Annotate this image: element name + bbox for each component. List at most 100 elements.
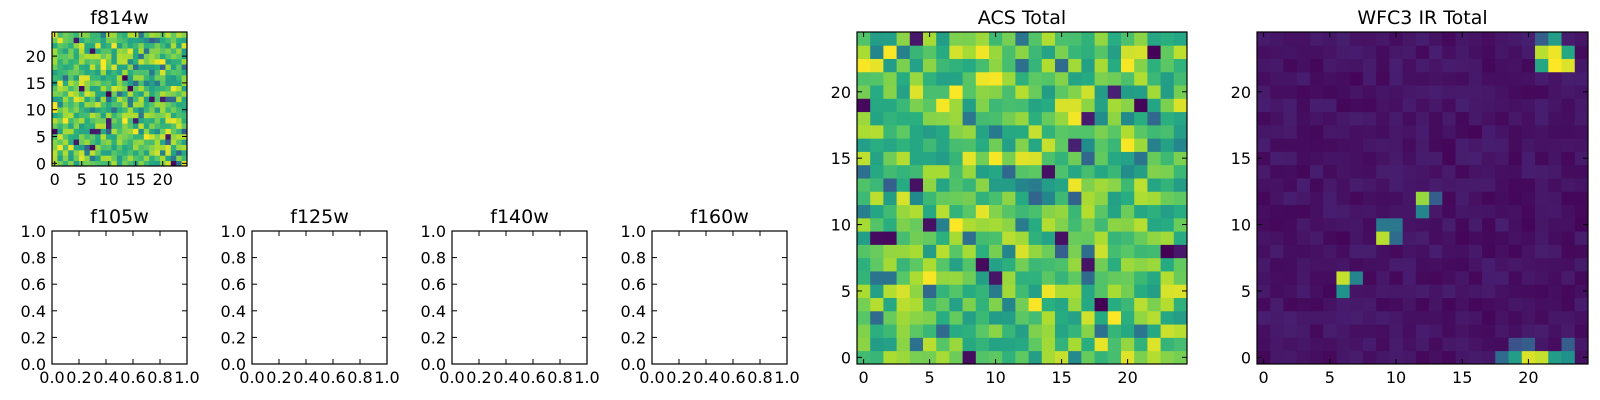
heatmap-cell bbox=[1107, 71, 1122, 86]
heatmap-cell bbox=[62, 117, 69, 124]
heatmap-cell bbox=[1257, 257, 1271, 272]
heatmap-cell bbox=[1147, 310, 1161, 325]
heatmap-cell bbox=[1574, 151, 1589, 166]
heatmap-cell bbox=[1349, 111, 1364, 126]
heatmap-cell bbox=[1041, 284, 1056, 298]
heatmap-cell bbox=[870, 85, 884, 99]
heatmap-cell bbox=[1173, 244, 1188, 259]
heatmap-cell bbox=[1002, 164, 1016, 179]
heatmap-cell bbox=[1508, 217, 1523, 232]
heatmap-cell bbox=[1389, 350, 1404, 365]
heatmap-cell bbox=[170, 85, 177, 92]
heatmap-cell bbox=[1270, 217, 1284, 232]
heatmap-cell bbox=[1561, 58, 1576, 73]
heatmap-cell bbox=[1028, 324, 1043, 338]
heatmap-cell bbox=[1402, 32, 1417, 46]
heatmap-cell bbox=[1521, 32, 1536, 46]
heatmap-cell bbox=[1107, 244, 1122, 259]
heatmap-cell bbox=[73, 74, 80, 81]
heatmap-cell bbox=[79, 112, 85, 119]
heatmap-cell bbox=[1535, 191, 1549, 206]
heatmap-cell bbox=[73, 85, 80, 92]
heatmap-cell bbox=[1349, 350, 1364, 365]
heatmap-cell bbox=[857, 244, 871, 259]
heatmap-cell bbox=[122, 155, 128, 162]
heatmap-cell bbox=[1468, 164, 1483, 179]
heatmap-cell bbox=[160, 74, 166, 81]
heatmap-cell bbox=[1336, 71, 1351, 86]
heatmap-cell bbox=[857, 124, 871, 139]
heatmap-cell bbox=[1574, 111, 1589, 126]
heatmap-cell bbox=[1429, 310, 1443, 325]
heatmap-cell bbox=[68, 128, 74, 135]
heatmap-cell bbox=[106, 80, 112, 86]
heatmap-cell bbox=[122, 149, 128, 156]
heatmap-cell bbox=[1015, 124, 1029, 139]
heatmap-cell bbox=[100, 74, 107, 81]
heatmap-cell bbox=[52, 128, 58, 135]
heatmap-cell bbox=[181, 74, 188, 81]
heatmap-cell bbox=[1521, 98, 1536, 113]
heatmap-cell bbox=[962, 191, 977, 206]
heatmap-cell bbox=[143, 74, 150, 81]
heatmap-cell bbox=[1121, 98, 1135, 113]
heatmap-cell bbox=[1402, 324, 1417, 338]
heatmap-cell bbox=[1270, 138, 1284, 152]
heatmap-cell bbox=[154, 144, 161, 151]
heatmap-cell bbox=[1068, 324, 1082, 338]
heatmap-cell bbox=[949, 310, 963, 325]
heatmap-cell bbox=[1323, 244, 1337, 259]
heatmap-cell bbox=[1389, 178, 1404, 192]
heatmap-cell bbox=[89, 74, 96, 81]
x-tick-label: 0.6 bbox=[120, 368, 145, 387]
heatmap-cell bbox=[1415, 178, 1430, 192]
heatmap-cell bbox=[1081, 244, 1095, 259]
x-tick-label: 10 bbox=[99, 170, 119, 189]
heatmap-cell bbox=[1055, 271, 1069, 285]
y-tick-label: 20 bbox=[26, 47, 46, 66]
heatmap-cell bbox=[89, 90, 96, 97]
heatmap-cell bbox=[1270, 111, 1284, 126]
heatmap-cell bbox=[138, 96, 145, 103]
heatmap-cell bbox=[116, 139, 123, 145]
heatmap-cell bbox=[989, 98, 1003, 113]
heatmap-cell bbox=[1134, 164, 1148, 179]
heatmap-cell bbox=[84, 133, 91, 140]
heatmap-cell bbox=[1147, 111, 1161, 126]
heatmap-cell bbox=[857, 164, 871, 179]
heatmap-cell bbox=[1121, 244, 1135, 259]
heatmap-cell bbox=[1028, 257, 1043, 272]
heatmap-cell bbox=[949, 337, 963, 352]
heatmap-cell bbox=[89, 112, 96, 119]
heatmap-cell bbox=[100, 117, 107, 124]
heatmap-cell bbox=[79, 90, 85, 97]
heatmap-cell bbox=[1270, 271, 1284, 285]
heatmap-cell bbox=[1094, 111, 1109, 126]
heatmap-cell bbox=[160, 117, 166, 124]
heatmap-cell bbox=[1147, 151, 1161, 166]
heatmap-cell bbox=[116, 37, 123, 44]
heatmap-cell bbox=[149, 64, 155, 70]
heatmap-cell bbox=[133, 85, 139, 92]
heatmap-cell bbox=[116, 69, 123, 76]
heatmap-cell bbox=[79, 133, 85, 140]
heatmap-cell bbox=[57, 144, 64, 151]
heatmap-cell bbox=[100, 32, 107, 38]
heatmap-cell bbox=[1376, 178, 1390, 192]
heatmap-cell bbox=[73, 133, 80, 140]
heatmap-cell bbox=[923, 231, 937, 245]
heatmap-cell bbox=[1323, 350, 1337, 365]
heatmap-cell bbox=[1309, 244, 1324, 259]
heatmap-cell bbox=[1270, 71, 1284, 86]
heatmap-cell bbox=[1028, 138, 1043, 152]
heatmap-cell bbox=[1495, 178, 1509, 192]
heatmap-cell bbox=[62, 42, 69, 49]
heatmap-cell bbox=[1121, 257, 1135, 272]
heatmap-cell bbox=[116, 64, 123, 70]
heatmap-cell bbox=[122, 144, 128, 151]
heatmap-cell bbox=[1362, 32, 1377, 46]
heatmap-cell bbox=[1296, 324, 1311, 338]
heatmap-cell bbox=[89, 160, 96, 167]
heatmap-cell bbox=[1521, 350, 1536, 365]
heatmap-cell bbox=[1002, 124, 1016, 139]
